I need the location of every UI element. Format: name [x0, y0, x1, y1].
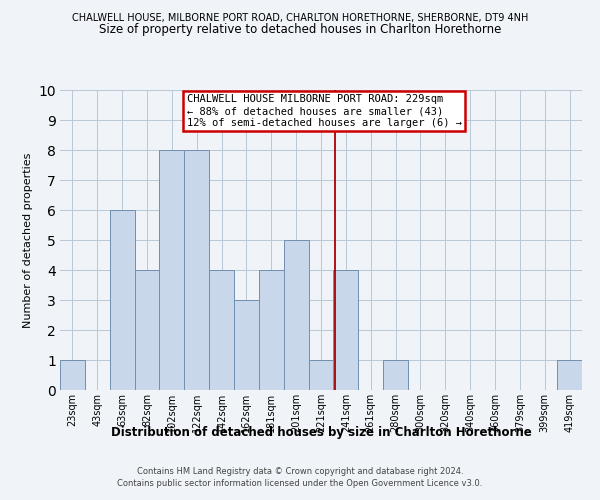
Bar — [160, 150, 184, 390]
Bar — [134, 270, 160, 390]
Text: CHALWELL HOUSE MILBORNE PORT ROAD: 229sqm
← 88% of detached houses are smaller (: CHALWELL HOUSE MILBORNE PORT ROAD: 229sq… — [187, 94, 462, 128]
Bar — [284, 240, 308, 390]
Text: CHALWELL HOUSE, MILBORNE PORT ROAD, CHARLTON HORETHORNE, SHERBORNE, DT9 4NH: CHALWELL HOUSE, MILBORNE PORT ROAD, CHAR… — [72, 12, 528, 22]
Text: Size of property relative to detached houses in Charlton Horethorne: Size of property relative to detached ho… — [99, 22, 501, 36]
Bar — [557, 360, 582, 390]
Bar — [60, 360, 85, 390]
Bar — [259, 270, 284, 390]
Bar — [110, 210, 134, 390]
Bar — [383, 360, 408, 390]
Bar — [234, 300, 259, 390]
Text: Distribution of detached houses by size in Charlton Horethorne: Distribution of detached houses by size … — [110, 426, 532, 439]
Bar — [334, 270, 358, 390]
Bar — [209, 270, 234, 390]
Y-axis label: Number of detached properties: Number of detached properties — [23, 152, 32, 328]
Text: Contains HM Land Registry data © Crown copyright and database right 2024.
Contai: Contains HM Land Registry data © Crown c… — [118, 466, 482, 487]
Bar — [184, 150, 209, 390]
Bar — [308, 360, 334, 390]
